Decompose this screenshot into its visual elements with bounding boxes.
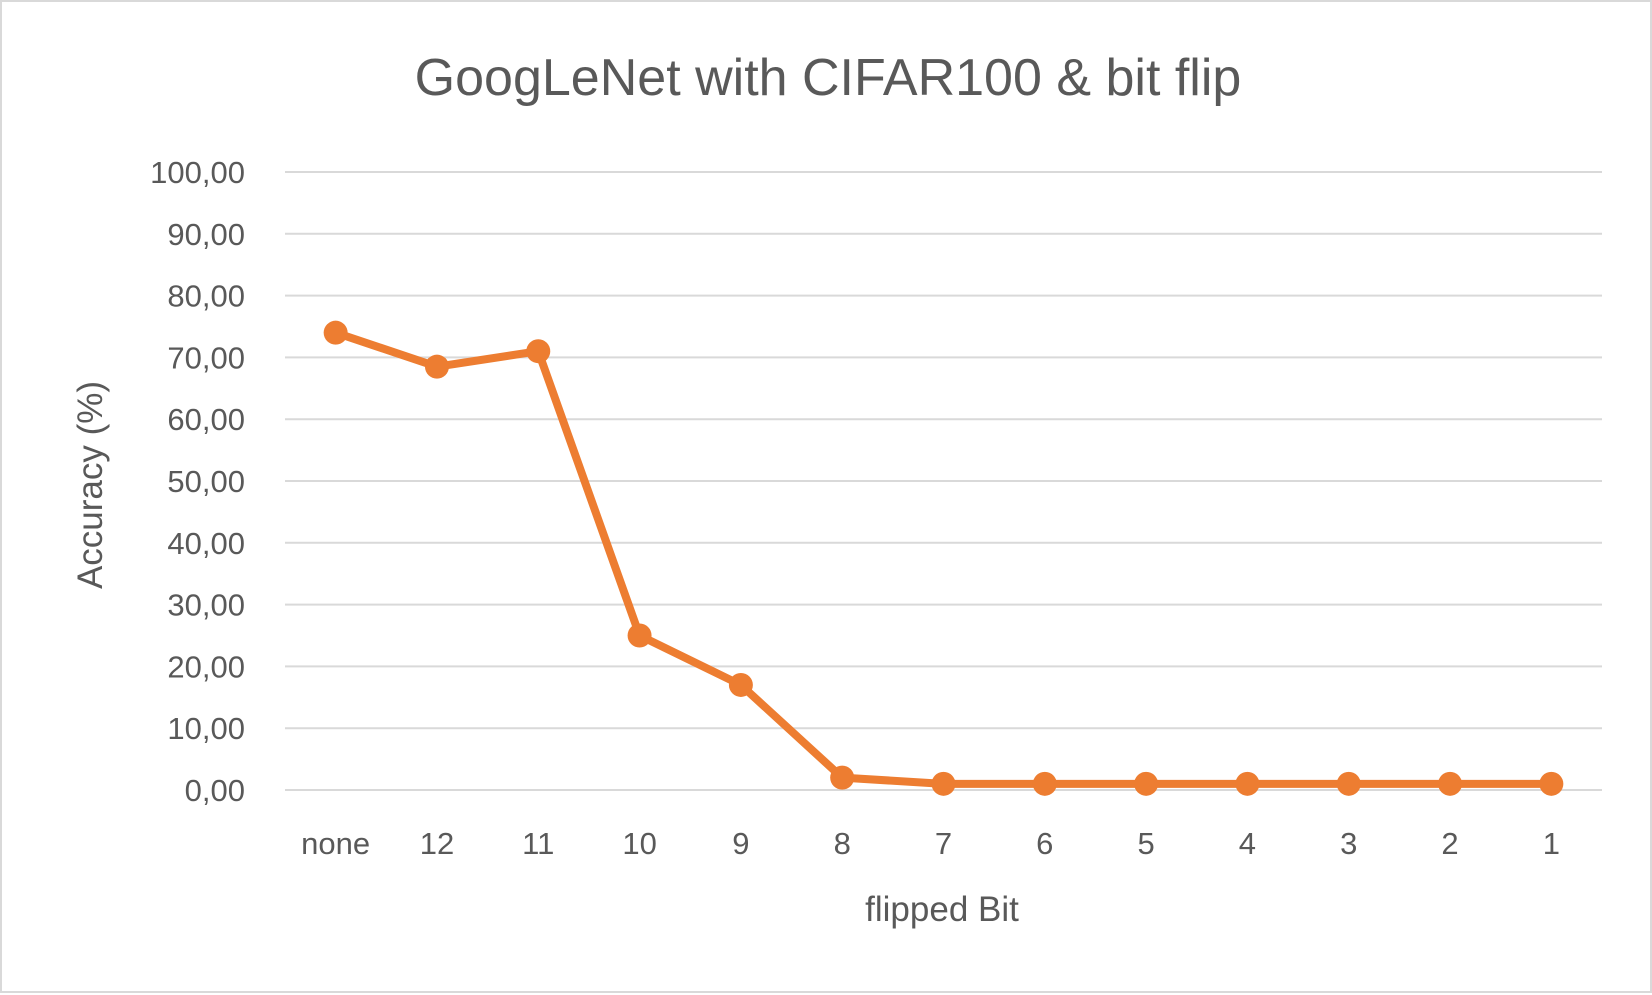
data-point	[1438, 771, 1463, 796]
y-tick-label: 40,00	[167, 526, 245, 561]
data-point	[323, 320, 348, 345]
y-axis-title: Accuracy (%)	[71, 381, 110, 589]
y-tick-label: 90,00	[167, 217, 245, 252]
data-point	[424, 354, 449, 379]
x-tick-label: 5	[1137, 826, 1154, 861]
data-point	[728, 672, 753, 697]
data-point	[1235, 771, 1260, 796]
y-tick-label: 50,00	[167, 464, 245, 499]
x-axis-title: flipped Bit	[865, 890, 1019, 929]
data-point	[1134, 771, 1159, 796]
series-group	[323, 320, 1564, 796]
data-point	[931, 771, 956, 796]
x-tick-label: 7	[935, 826, 952, 861]
x-axis-ticks: none 12 11 10 9 8 7 6 5 4 3 2 1	[301, 826, 1560, 861]
data-point	[526, 339, 551, 364]
x-tick-label: none	[301, 826, 370, 861]
data-point	[627, 623, 652, 648]
data-point	[830, 765, 855, 790]
y-tick-label: 30,00	[167, 588, 245, 623]
x-tick-label: 1	[1543, 826, 1560, 861]
x-tick-label: 4	[1239, 826, 1256, 861]
x-tick-label: 10	[622, 826, 656, 861]
chart-title: GoogLeNet with CIFAR100 & bit flip	[415, 49, 1242, 107]
x-tick-label: 8	[834, 826, 851, 861]
y-tick-label: 70,00	[167, 340, 245, 375]
gridlines	[285, 171, 1602, 791]
series-line	[331, 328, 1556, 788]
y-tick-label: 60,00	[167, 402, 245, 437]
data-point	[1336, 771, 1361, 796]
x-tick-label: 3	[1340, 826, 1357, 861]
x-tick-label: 12	[420, 826, 454, 861]
data-point	[1539, 771, 1564, 796]
y-tick-label: 80,00	[167, 279, 245, 314]
y-tick-label: 20,00	[167, 649, 245, 684]
y-tick-label: 0,00	[185, 773, 245, 808]
data-point	[1032, 771, 1057, 796]
x-tick-label: 6	[1036, 826, 1053, 861]
x-tick-label: 11	[522, 826, 554, 861]
x-tick-label: 9	[732, 826, 749, 861]
y-axis-ticks: 0,00 10,00 20,00 30,00 40,00 50,00 60,00 70,00 8…	[150, 155, 245, 808]
y-tick-label: 10,00	[167, 711, 245, 746]
y-tick-label: 100,00	[150, 155, 245, 190]
x-tick-label: 2	[1441, 826, 1458, 861]
